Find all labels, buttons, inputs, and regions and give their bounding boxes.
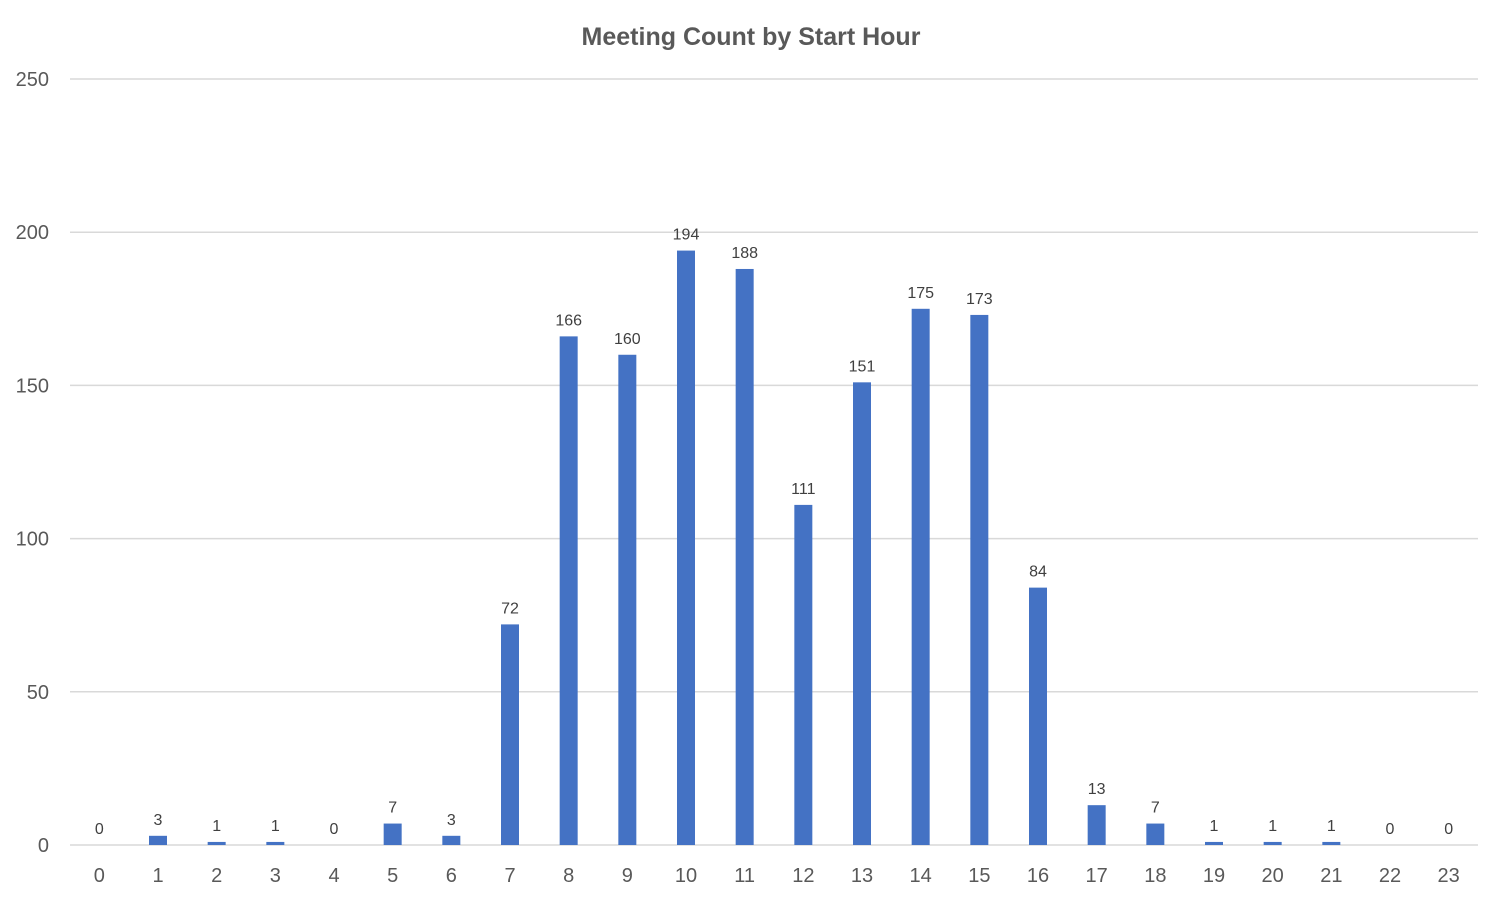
bar-2 <box>207 841 226 845</box>
bars <box>149 250 1341 846</box>
x-tick-label: 10 <box>675 865 697 887</box>
x-tick-label: 0 <box>94 865 105 887</box>
data-label: 1 <box>1210 818 1219 835</box>
x-tick-label: 17 <box>1086 865 1108 887</box>
x-axis-tick-labels: 0 1 2 3 4 5 6 7 8 9 10 11 12 13 14 15 16 17 18 19 20 21 22 23 <box>94 865 1460 887</box>
data-label: 13 <box>1088 781 1106 798</box>
x-tick-label: 6 <box>446 865 457 887</box>
bar-6 <box>442 835 461 845</box>
y-tick-label: 250 <box>16 69 49 91</box>
x-tick-label: 8 <box>563 865 574 887</box>
data-label: 175 <box>907 285 934 302</box>
y-tick-label: 50 <box>27 682 49 704</box>
x-tick-label: 3 <box>270 865 281 887</box>
data-label: 0 <box>330 821 339 838</box>
data-label: 1 <box>212 818 221 835</box>
x-tick-label: 11 <box>734 865 755 887</box>
data-label: 0 <box>1386 821 1395 838</box>
x-tick-label: 22 <box>1379 865 1401 887</box>
y-tick-label: 150 <box>16 375 49 397</box>
bar-17 <box>1087 805 1106 845</box>
data-label: 166 <box>555 312 582 329</box>
x-tick-label: 7 <box>504 865 515 887</box>
bar-14 <box>911 308 930 845</box>
x-tick-label: 14 <box>910 865 932 887</box>
data-label: 72 <box>501 600 519 617</box>
bar-8 <box>559 336 578 845</box>
y-axis-tick-labels: 0 50 100 150 200 250 <box>16 69 49 857</box>
data-label: 1 <box>1327 818 1336 835</box>
data-label: 1 <box>271 818 280 835</box>
data-label: 160 <box>614 331 641 348</box>
x-tick-label: 16 <box>1027 865 1049 887</box>
x-tick-label: 1 <box>152 865 163 887</box>
x-tick-label: 19 <box>1203 865 1225 887</box>
data-label: 111 <box>791 481 815 498</box>
bar-11 <box>735 268 754 845</box>
x-tick-label: 20 <box>1262 865 1284 887</box>
data-label: 173 <box>966 291 993 308</box>
x-tick-label: 23 <box>1438 865 1460 887</box>
data-label: 0 <box>1444 821 1453 838</box>
data-label: 194 <box>673 227 700 244</box>
bar-20 <box>1263 841 1282 845</box>
x-tick-label: 12 <box>792 865 814 887</box>
y-tick-label: 0 <box>38 835 49 857</box>
x-tick-label: 5 <box>387 865 398 887</box>
bar-19 <box>1205 841 1223 845</box>
x-tick-label: 21 <box>1320 865 1342 887</box>
data-label: 84 <box>1029 564 1047 581</box>
x-tick-label: 13 <box>851 865 873 887</box>
bar-12 <box>794 504 813 845</box>
bar-3 <box>266 841 285 845</box>
y-tick-label: 200 <box>16 222 49 244</box>
bar-7 <box>501 624 519 845</box>
x-tick-label: 2 <box>211 865 222 887</box>
bar-5 <box>383 823 402 845</box>
bar-15 <box>970 314 989 846</box>
gridlines <box>70 78 1478 846</box>
bar-1 <box>149 835 167 845</box>
data-label: 188 <box>731 245 758 262</box>
x-tick-label: 9 <box>622 865 633 887</box>
data-label: 1 <box>1268 818 1277 835</box>
bar-13 <box>853 382 871 845</box>
chart-title: Meeting Count by Start Hour <box>582 23 921 51</box>
x-tick-label: 18 <box>1144 865 1166 887</box>
data-label: 0 <box>95 821 104 838</box>
y-tick-label: 100 <box>16 529 49 551</box>
bar-18 <box>1146 823 1165 845</box>
bar-9 <box>618 354 637 845</box>
x-tick-label: 15 <box>968 865 990 887</box>
x-tick-label: 4 <box>328 865 339 887</box>
bar-10 <box>677 250 695 846</box>
data-label: 7 <box>388 800 397 817</box>
data-label: 3 <box>447 812 456 829</box>
data-label: 7 <box>1151 800 1160 817</box>
bar-16 <box>1029 587 1047 845</box>
data-label: 151 <box>849 358 876 375</box>
data-label: 3 <box>154 812 163 829</box>
bar-21 <box>1322 841 1341 845</box>
